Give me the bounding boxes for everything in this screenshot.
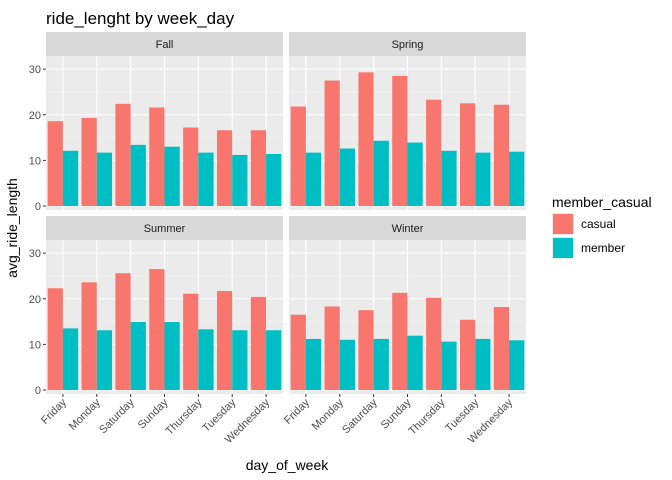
y-tick-label: 20 — [29, 110, 41, 122]
bar-spring-casual-wednesday — [493, 104, 510, 206]
bar-spring-member-friday — [305, 152, 322, 206]
bar-spring-member-saturday — [373, 140, 389, 206]
chart-title: ride_lenght by week_day — [46, 9, 235, 28]
facet-summer: Summer0102030FridayMondaySaturdaySundayT… — [29, 216, 283, 446]
bar-spring-casual-saturday — [358, 72, 374, 206]
bar-fall-member-wednesday — [266, 153, 282, 206]
bar-spring-member-tuesday — [475, 152, 491, 206]
bar-winter-member-monday — [339, 339, 356, 390]
y-tick-label: 0 — [35, 385, 41, 397]
x-tick-label-friday: Friday — [39, 396, 69, 426]
bar-fall-casual-monday — [81, 117, 97, 206]
bar-spring-casual-monday — [324, 80, 340, 206]
bar-summer-member-tuesday — [232, 330, 248, 390]
bar-summer-member-saturday — [130, 322, 146, 390]
facet-strip — [46, 216, 283, 240]
bar-winter-casual-thursday — [426, 297, 442, 390]
bar-fall-member-tuesday — [232, 154, 248, 206]
bar-summer-casual-thursday — [183, 293, 199, 390]
facet-strip-label: Summer — [144, 223, 186, 235]
bar-summer-casual-friday — [47, 288, 63, 390]
y-axis-label: avg_ride_length — [4, 178, 20, 278]
bar-summer-casual-wednesday — [250, 296, 267, 390]
bar-spring-member-wednesday — [509, 151, 525, 206]
bar-fall-member-friday — [62, 150, 79, 206]
bar-winter-casual-wednesday — [493, 306, 510, 390]
facet-winter: WinterFridayMondaySaturdaySundayThursday… — [282, 216, 526, 446]
bar-fall-casual-friday — [47, 121, 63, 206]
y-tick-label: 10 — [29, 155, 41, 167]
bar-summer-member-monday — [96, 330, 113, 390]
facet-strip-label: Winter — [392, 223, 424, 235]
bar-fall-casual-wednesday — [250, 130, 267, 206]
bar-winter-casual-sunday — [392, 292, 408, 390]
x-tick-label-thursday: Thursday — [164, 396, 205, 437]
bar-winter-member-friday — [305, 338, 322, 390]
bar-spring-member-sunday — [407, 142, 423, 206]
bar-winter-casual-friday — [290, 314, 306, 390]
y-tick-label: 10 — [29, 339, 41, 351]
bar-spring-casual-tuesday — [459, 103, 476, 206]
bar-winter-casual-monday — [324, 306, 340, 390]
bar-summer-casual-sunday — [149, 269, 165, 390]
bar-fall-casual-tuesday — [216, 130, 233, 206]
facet-strip — [289, 32, 526, 56]
bar-spring-member-thursday — [441, 150, 457, 206]
legend-label-member: member — [581, 241, 625, 255]
facet-fall: Fall 0 10 20 30 — [29, 32, 283, 213]
bar-winter-member-thursday — [441, 341, 457, 390]
bar-summer-member-wednesday — [266, 330, 282, 390]
legend-title: member_casual — [552, 194, 652, 210]
legend-swatch-member — [553, 238, 573, 258]
facet-panels: Fall0102030SpringSummer0102030FridayMond… — [29, 32, 526, 446]
bar-fall-casual-thursday — [183, 127, 199, 206]
y-tick-label: 30 — [29, 64, 41, 76]
facet-strip — [289, 216, 526, 240]
bar-summer-casual-tuesday — [216, 290, 233, 390]
bar-summer-member-sunday — [164, 322, 180, 390]
facet-strip-label: Fall — [156, 39, 174, 51]
facet-strip-label: Spring — [392, 39, 424, 51]
bar-winter-member-saturday — [373, 338, 389, 390]
bar-fall-member-saturday — [130, 144, 146, 206]
bar-fall-member-monday — [96, 152, 113, 206]
x-tick-label-saturday: Saturday — [97, 396, 137, 436]
x-tick-label-thursday: Thursday — [407, 396, 448, 437]
bar-winter-member-tuesday — [475, 338, 491, 390]
y-tick-label: 20 — [29, 294, 41, 306]
x-axis-label: day_of_week — [246, 457, 330, 473]
bar-summer-casual-saturday — [115, 273, 131, 390]
y-tick-label: 0 — [35, 201, 41, 213]
bar-summer-member-thursday — [198, 329, 214, 390]
legend-swatch-casual — [553, 214, 573, 234]
x-tick-label-saturday: Saturday — [340, 396, 380, 436]
legend: casual member — [552, 213, 625, 259]
bar-fall-member-sunday — [164, 146, 180, 206]
bar-winter-casual-tuesday — [459, 319, 476, 390]
bar-spring-member-monday — [339, 148, 356, 206]
bar-fall-casual-sunday — [149, 107, 165, 206]
bar-summer-member-friday — [62, 328, 79, 390]
facet-spring: Spring — [289, 32, 526, 210]
bar-winter-casual-saturday — [358, 310, 374, 390]
legend-label-casual: casual — [581, 217, 616, 231]
x-tick-label-friday: Friday — [282, 396, 312, 426]
bar-fall-member-thursday — [198, 152, 214, 206]
facet-strip — [46, 32, 283, 56]
bar-fall-casual-saturday — [115, 103, 131, 206]
bar-spring-casual-sunday — [392, 75, 408, 206]
bar-summer-casual-monday — [81, 282, 97, 390]
bar-spring-casual-thursday — [426, 99, 442, 206]
y-tick-label: 30 — [29, 248, 41, 260]
bar-winter-member-sunday — [407, 335, 423, 390]
bar-spring-casual-friday — [290, 106, 306, 206]
bar-winter-member-wednesday — [509, 340, 525, 390]
